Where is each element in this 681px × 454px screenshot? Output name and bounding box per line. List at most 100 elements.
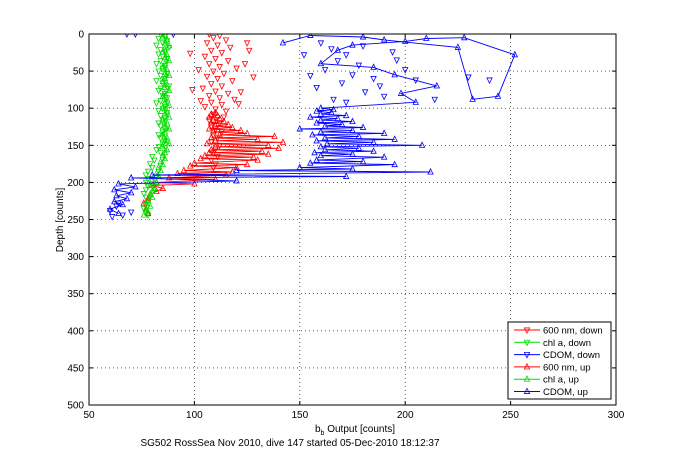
data-point [423, 34, 430, 41]
legend-entry-cdom-down: CDOM, down [514, 350, 600, 361]
data-point [140, 205, 148, 213]
data-point [212, 106, 219, 113]
data-point [222, 37, 230, 44]
data-point [220, 114, 228, 122]
data-point [144, 168, 152, 176]
data-point [144, 183, 152, 191]
x-axis-label: bb Output [counts] [315, 424, 395, 437]
data-point [349, 41, 356, 48]
data-point [342, 99, 350, 107]
data-point [391, 135, 398, 142]
data-point [317, 116, 325, 123]
data-point [233, 163, 240, 171]
data-point [275, 144, 282, 151]
data-point [264, 141, 272, 148]
data-point [323, 139, 331, 147]
data-point [254, 135, 261, 142]
data-point [237, 126, 245, 133]
data-point [243, 40, 251, 47]
data-point [317, 127, 325, 135]
data-point [155, 87, 162, 95]
data-point [203, 40, 211, 47]
data-point [127, 209, 135, 217]
data-point [359, 123, 367, 130]
data-point [370, 63, 377, 70]
data-point [159, 184, 167, 191]
data-point [376, 83, 384, 90]
data-point [307, 73, 314, 80]
data-point [157, 150, 164, 157]
data-point [321, 121, 329, 129]
data-point [111, 185, 118, 193]
data-point [226, 44, 234, 52]
data-point [296, 124, 304, 132]
data-point [208, 81, 215, 88]
data-point [108, 214, 116, 221]
legend-marker [523, 339, 531, 347]
data-point [208, 47, 215, 55]
data-point [235, 101, 242, 108]
data-point [313, 84, 320, 92]
data-point [241, 61, 249, 68]
data-point [191, 179, 198, 187]
data-point [153, 61, 160, 68]
data-point [127, 188, 135, 196]
x-tick-label: 50 [83, 410, 95, 421]
data-point [370, 138, 377, 145]
y-tick-label: 500 [67, 401, 84, 412]
data-point [338, 120, 346, 128]
data-point [300, 52, 308, 59]
data-point [258, 147, 266, 154]
data-point [119, 200, 126, 208]
data-point [245, 47, 253, 55]
data-point [338, 80, 346, 87]
data-point [393, 57, 401, 64]
data-point [214, 76, 221, 83]
data-point [153, 78, 160, 85]
data-point [148, 165, 156, 172]
data-point [418, 141, 426, 148]
data-point [201, 53, 209, 61]
data-point [233, 65, 240, 73]
data-point [243, 160, 251, 168]
legend-label: 600 nm, up [543, 362, 591, 373]
data-point [133, 34, 138, 39]
data-point [208, 133, 215, 141]
data-point [180, 166, 188, 174]
y-tick-label: 250 [67, 215, 84, 226]
data-point [279, 38, 287, 46]
data-point [212, 88, 219, 96]
data-point [334, 46, 341, 53]
data-point [391, 70, 398, 78]
data-point [380, 93, 388, 101]
data-point [212, 142, 219, 150]
data-point [106, 205, 114, 212]
y-tick-label: 100 [67, 104, 84, 115]
data-point [355, 132, 363, 139]
data-point [313, 156, 320, 163]
data-point [243, 129, 251, 136]
data-point [389, 49, 396, 56]
data-point [321, 133, 329, 141]
data-point [264, 150, 272, 157]
data-point [311, 148, 318, 156]
data-point [391, 160, 398, 168]
data-point [203, 139, 211, 147]
data-point [205, 124, 213, 132]
data-point [123, 194, 131, 202]
data-point [349, 150, 356, 157]
data-point [330, 96, 337, 104]
data-point [361, 89, 369, 96]
data-point [370, 76, 377, 83]
data-point [231, 96, 238, 104]
series-chl-a-down [140, 34, 173, 220]
series-cdom-up [106, 34, 519, 217]
data-point [214, 153, 221, 161]
data-point [342, 111, 350, 119]
data-point [205, 93, 213, 100]
x-tick-label: 250 [502, 410, 519, 421]
data-point [469, 95, 476, 102]
data-point [191, 159, 198, 166]
data-point [431, 96, 438, 104]
